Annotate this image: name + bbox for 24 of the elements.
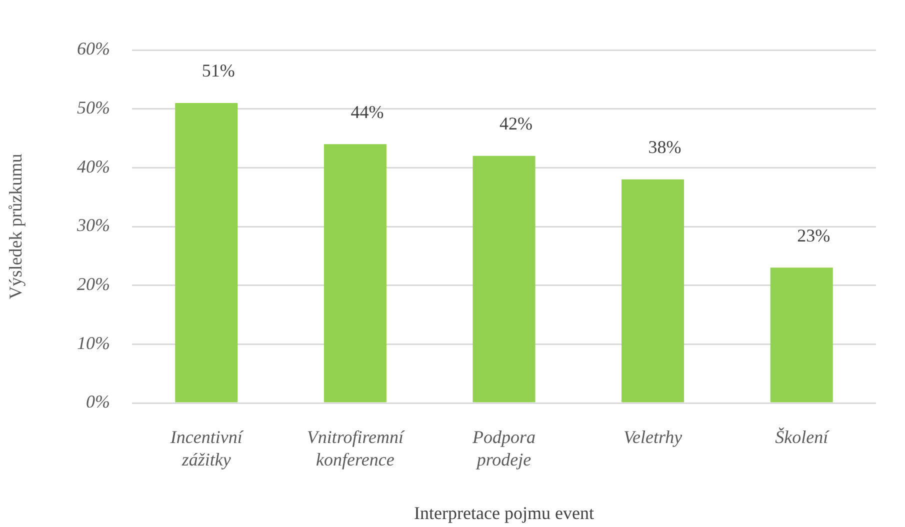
y-tick-label: 10% <box>77 332 110 353</box>
data-label: 42% <box>500 114 532 134</box>
y-tick-label: 30% <box>76 215 110 236</box>
data-label: 44% <box>350 102 384 122</box>
bar <box>324 144 386 402</box>
y-tick-label: 40% <box>77 156 110 176</box>
data-label: 23% <box>797 225 830 246</box>
bar <box>472 156 536 402</box>
y-tick-label: 0% <box>86 392 110 412</box>
x-tick-label: Školení <box>775 426 830 447</box>
y-axis-title: Výsledek průzkumu <box>6 154 26 300</box>
x-tick-label: Podpora prodeje <box>472 426 536 470</box>
x-tick-label: Vnitrofiremní konference <box>306 426 406 470</box>
y-tick-label: 60% <box>77 38 110 59</box>
y-tick-label: 50% <box>77 98 110 118</box>
x-axis-title: Interpretace pojmu event <box>414 502 594 523</box>
bar <box>175 102 238 402</box>
data-label: 51% <box>202 60 235 81</box>
x-tick-label: Incentivní zážitky <box>169 426 244 470</box>
x-tick-label: Veletrhy <box>623 426 682 447</box>
bar <box>770 268 833 402</box>
data-label: 38% <box>648 137 682 158</box>
bar <box>622 179 684 402</box>
y-tick-label: 20% <box>77 274 110 294</box>
